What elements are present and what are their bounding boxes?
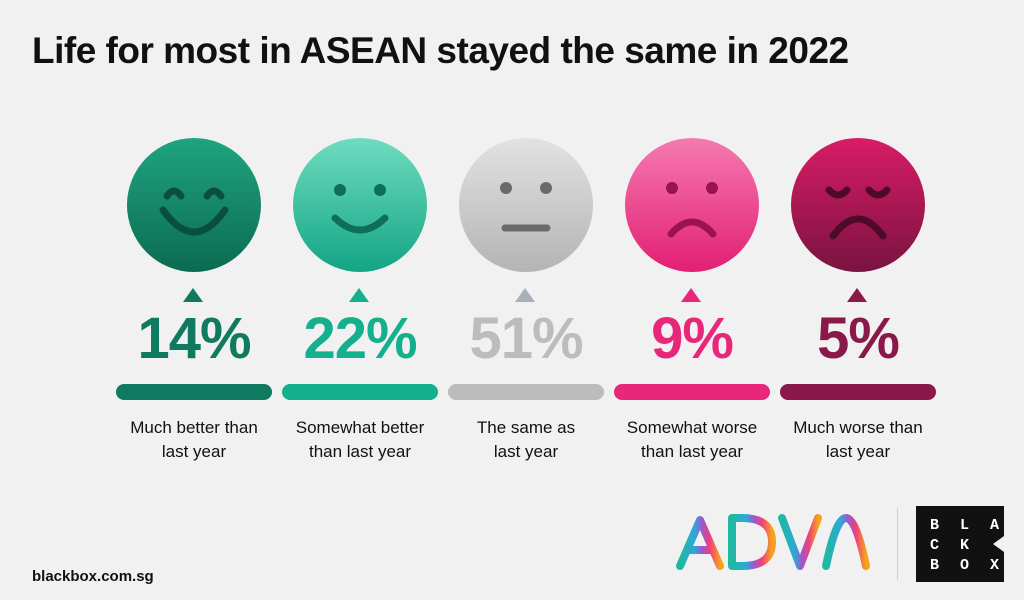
category-label: The same as last year — [442, 416, 610, 464]
pointer-triangle-icon — [349, 288, 369, 302]
sad-face-icon — [625, 138, 759, 272]
chart-column: 51% The same as last year — [448, 138, 604, 468]
category-label: Much worse than last year — [774, 416, 942, 464]
blackbox-logo: B L A C K B O X — [916, 506, 1004, 582]
category-label-line-2: than last year — [640, 442, 744, 461]
neutral-face-icon — [459, 138, 593, 272]
pointer-triangle-icon — [847, 288, 867, 302]
chart-column: 5% Much worse than last year — [780, 138, 936, 468]
category-label-line-1: The same as — [476, 418, 576, 437]
percentage-value: 22% — [303, 306, 417, 371]
category-label: Much better than last year — [110, 416, 278, 464]
footer-divider — [897, 508, 898, 580]
blackbox-logo-line-3: B O X — [930, 557, 1006, 574]
category-bar — [780, 384, 936, 400]
chart-title: Life for most in ASEAN stayed the same i… — [32, 30, 849, 71]
very-sad-face-icon — [791, 138, 925, 272]
percentage-value: 14% — [137, 306, 251, 371]
blackbox-notch — [993, 536, 1004, 552]
percentage-value: 9% — [651, 306, 734, 371]
category-label: Somewhat better than last year — [276, 416, 444, 464]
category-label-line-2: last year — [825, 442, 891, 461]
chart-column: 22% Somewhat better than last year — [282, 138, 438, 468]
category-label-line-1: Much better than — [130, 418, 258, 437]
category-label-line-2: last year — [493, 442, 559, 461]
chart-column: 14% Much better than last year — [116, 138, 272, 468]
category-label: Somewhat worse than last year — [608, 416, 776, 464]
adva-logo — [676, 513, 870, 570]
category-label-line-2: last year — [161, 442, 227, 461]
blackbox-logo-line-2: C K — [930, 537, 976, 554]
source-url[interactable]: blackbox.com.sg — [32, 568, 154, 585]
category-label-line-1: Much worse than — [793, 418, 923, 437]
category-bar — [448, 384, 604, 400]
category-bar — [116, 384, 272, 400]
blackbox-logo-line-1: B L A — [930, 517, 1006, 534]
percentage-value: 51% — [469, 306, 583, 371]
category-label-line-2: than last year — [308, 442, 412, 461]
category-bar — [282, 384, 438, 400]
very-happy-face-icon — [127, 138, 261, 272]
pointer-triangle-icon — [681, 288, 701, 302]
chart-column: 9% Somewhat worse than last year — [614, 138, 770, 468]
happy-face-icon — [293, 138, 427, 272]
percentage-value: 5% — [817, 306, 900, 371]
pointer-triangle-icon — [183, 288, 203, 302]
category-label-line-1: Somewhat better — [295, 418, 425, 437]
category-bar — [614, 384, 770, 400]
category-label-line-1: Somewhat worse — [626, 418, 758, 437]
pointer-triangle-icon — [515, 288, 535, 302]
